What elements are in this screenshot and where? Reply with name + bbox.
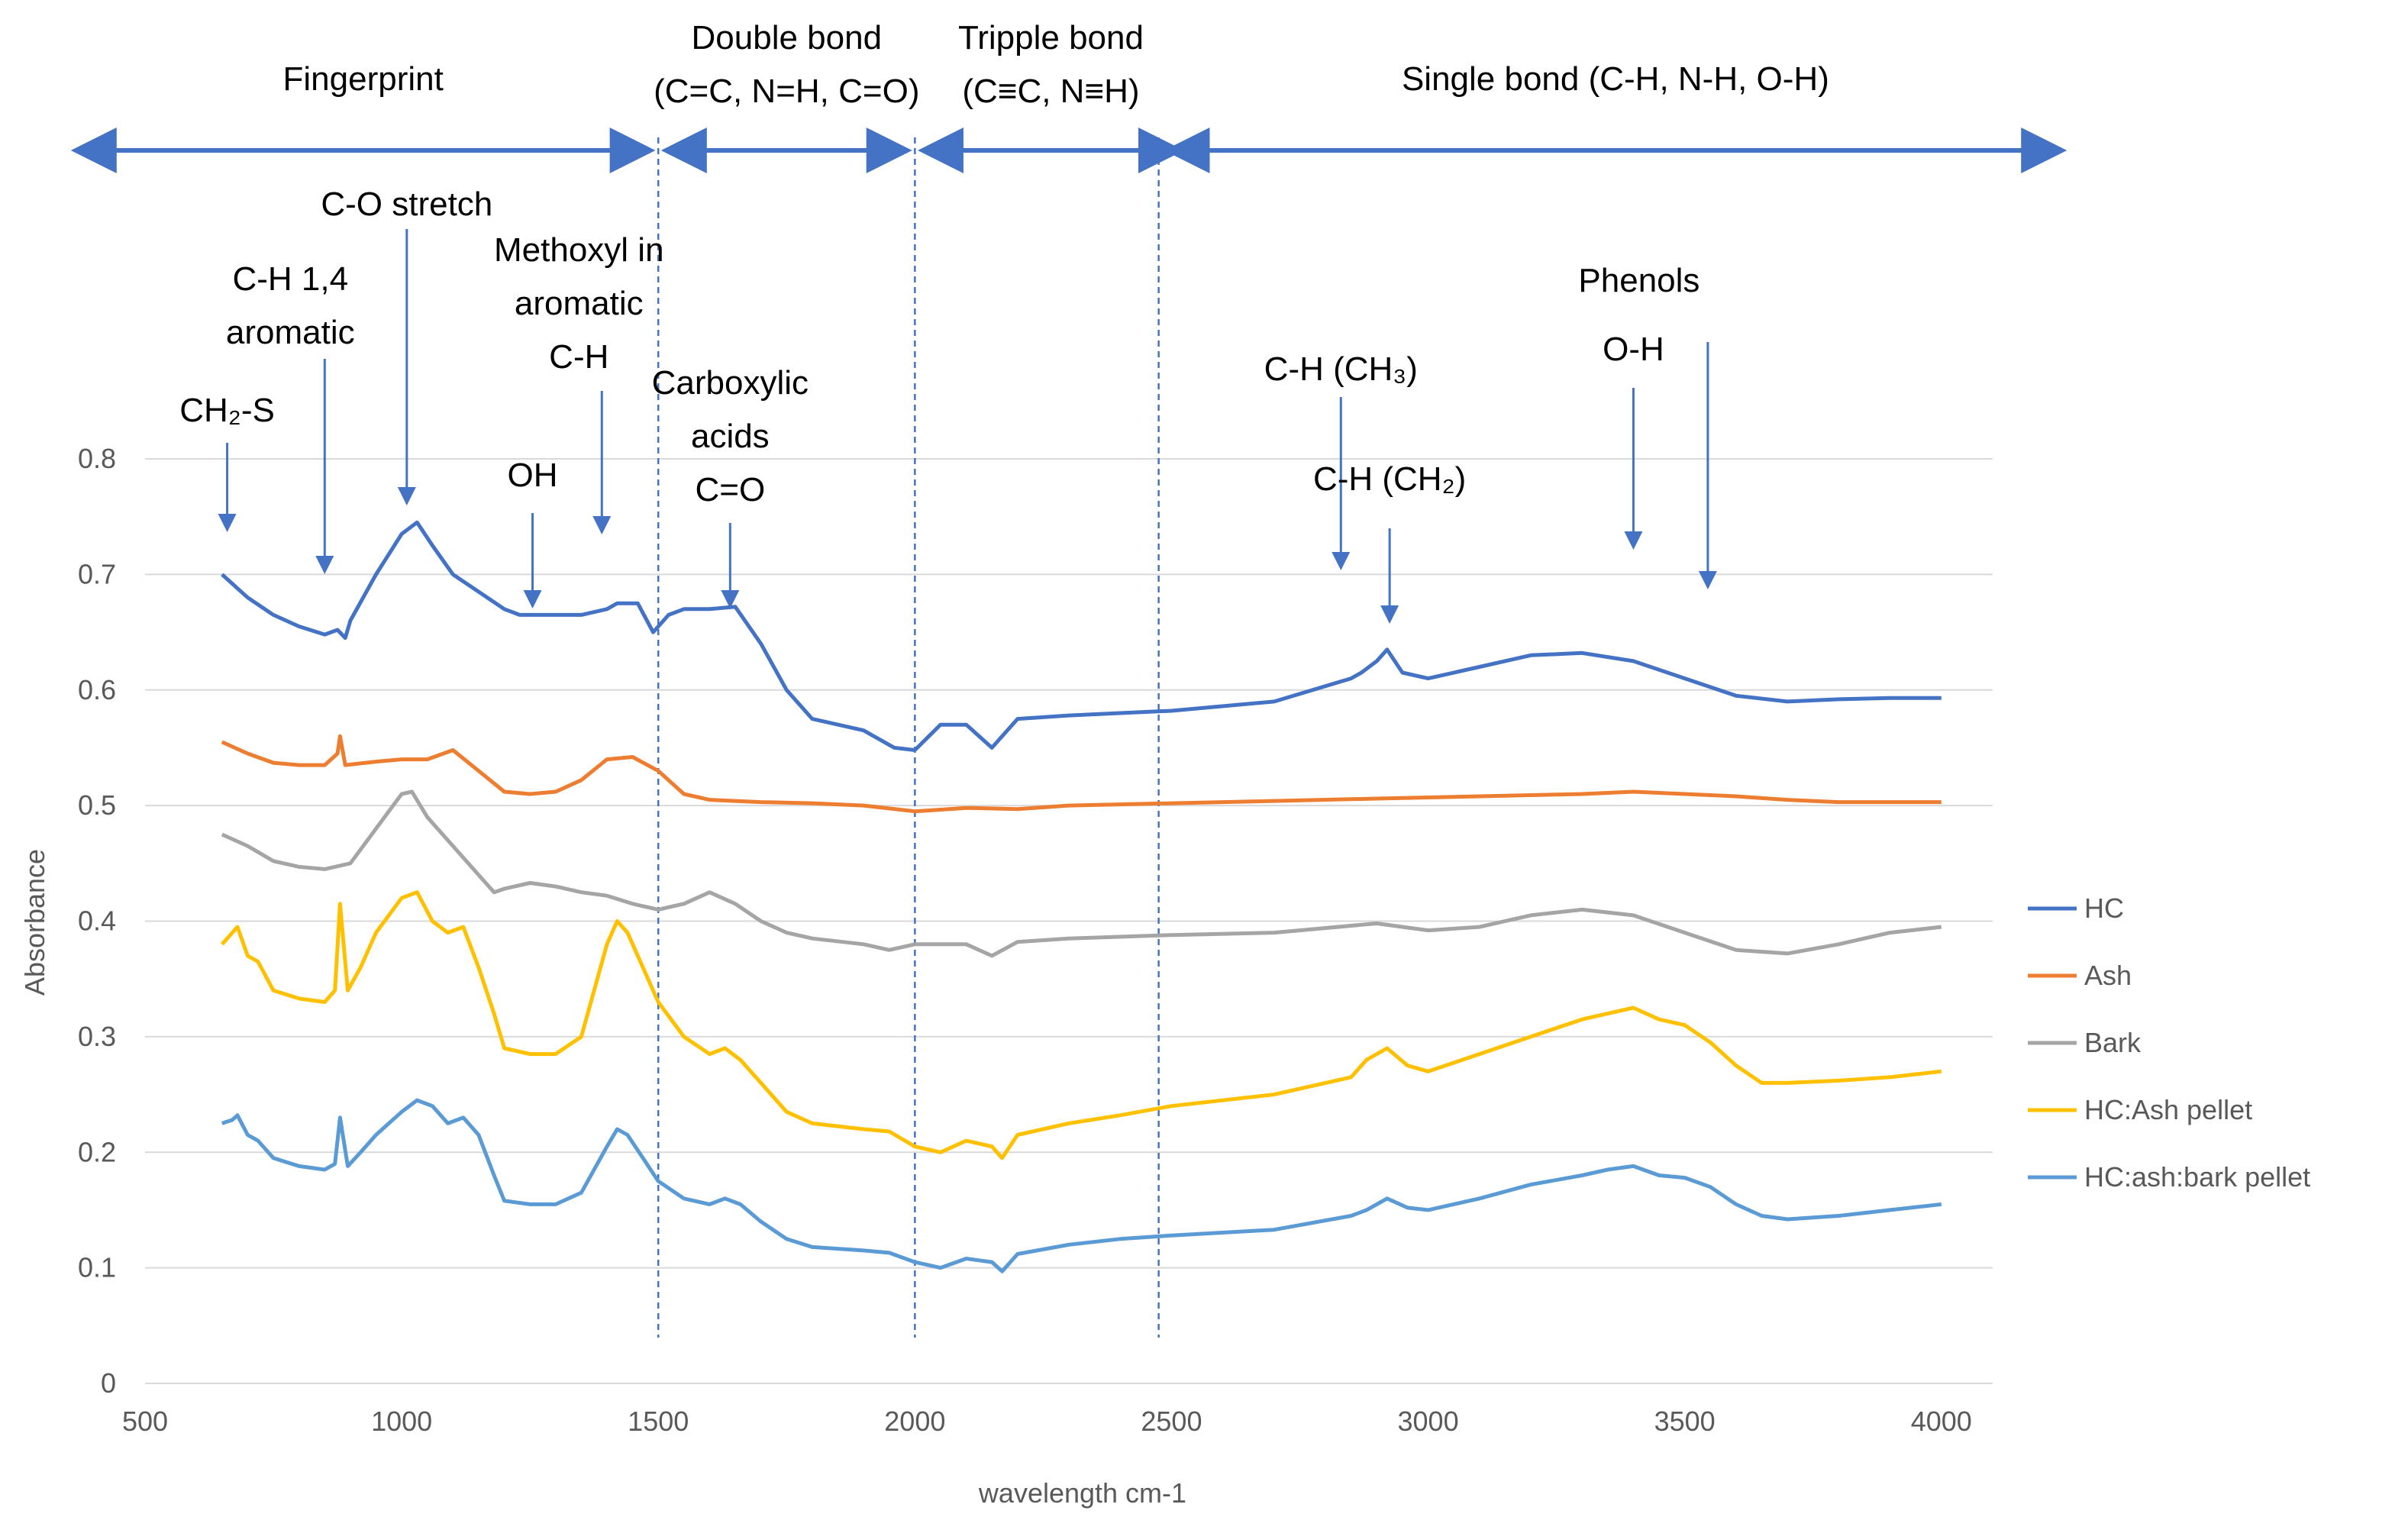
legend-label: Ash bbox=[2084, 960, 2132, 991]
region-dividers bbox=[657, 137, 1160, 1338]
legend-label: Bark bbox=[2084, 1027, 2142, 1058]
series-line-hc-ash-bark-pellet bbox=[221, 1098, 1942, 1273]
annotation-label: Carboxylic bbox=[652, 364, 809, 402]
annotation-label: aromatic bbox=[515, 285, 644, 322]
region-label: Fingerprint bbox=[283, 60, 444, 98]
legend-label: HC bbox=[2084, 892, 2124, 924]
x-tick-label: 1500 bbox=[628, 1406, 689, 1437]
legend-label: HC:ash:bark pellet bbox=[2084, 1161, 2310, 1193]
y-axis-title: Absorbance bbox=[19, 849, 50, 996]
y-tick-label: 0.4 bbox=[78, 905, 116, 937]
y-tick-label: 0.2 bbox=[78, 1136, 116, 1167]
region-label: (C=C, N=H, C=O) bbox=[654, 73, 919, 110]
region-label: (C≡C, N≡H) bbox=[962, 73, 1139, 110]
x-axis-title: wavelength cm-1 bbox=[978, 1477, 1186, 1509]
y-tick-label: 0.7 bbox=[78, 558, 116, 589]
series-line-hc bbox=[221, 520, 1942, 752]
y-tick-label: 0.8 bbox=[78, 443, 116, 474]
legend-label: HC:Ash pellet bbox=[2084, 1094, 2252, 1125]
annotation-label: C-H bbox=[549, 338, 608, 376]
x-tick-label: 2000 bbox=[884, 1406, 945, 1437]
series-lines bbox=[220, 520, 1942, 1273]
x-tick-label: 500 bbox=[122, 1406, 168, 1437]
region-label: Single bond (C-H, N-H, O-H) bbox=[1402, 60, 1829, 98]
annotation-label: C=O bbox=[695, 471, 765, 508]
series-line-bark bbox=[221, 789, 1942, 958]
annotation-label: C-H (CH₃) bbox=[1264, 350, 1418, 388]
annotation-label: O-H bbox=[1603, 331, 1664, 368]
x-tick-label: 3000 bbox=[1398, 1406, 1459, 1437]
annotation-label: C-O stretch bbox=[321, 186, 492, 223]
x-tick-label: 1000 bbox=[371, 1406, 432, 1437]
region-label: Double bond bbox=[692, 19, 883, 56]
axes: 0 0.1 0.2 0.3 0.4 0.5 0.6 0.7 0.8 500 1000 1500 2000… bbox=[78, 443, 1993, 1437]
legend: HC Ash Bark HC:Ash pellet HC:ash:bark pellet bbox=[2028, 892, 2310, 1193]
annotation-label: OH bbox=[508, 457, 558, 494]
annotation-label: Methoxyl in bbox=[494, 231, 664, 269]
x-tick-label: 3500 bbox=[1654, 1406, 1716, 1437]
annotation-label: C-H 1,4 bbox=[232, 260, 348, 298]
series-line-ash bbox=[221, 734, 1942, 814]
x-tick-label: 4000 bbox=[1911, 1406, 1972, 1437]
annotation-label: acids bbox=[691, 418, 770, 455]
annotation-label: aromatic bbox=[226, 314, 355, 351]
y-tick-label: 0.6 bbox=[78, 674, 116, 705]
annotation-label: CH₂-S bbox=[179, 392, 275, 429]
peak-annotations: CH₂-S C-H 1,4 aromatic C-O stretch OH Methoxy… bbox=[179, 186, 1717, 624]
y-tick-label: 0 bbox=[101, 1367, 116, 1399]
annotation-label: C-H (CH₂) bbox=[1313, 460, 1466, 498]
y-tick-label: 0.5 bbox=[78, 789, 116, 821]
annotation-label: Phenols bbox=[1578, 262, 1699, 299]
y-tick-label: 0.3 bbox=[78, 1021, 116, 1052]
region-label: Tripple bond bbox=[958, 19, 1144, 56]
region-arrows: Fingerprint Double bond (C=C, N=H, C=O) Tri… bbox=[70, 19, 2067, 173]
x-tick-label: 2500 bbox=[1141, 1406, 1202, 1437]
series-line-hc-ash-pellet bbox=[220, 890, 1942, 1160]
y-tick-label: 0.1 bbox=[78, 1252, 116, 1283]
